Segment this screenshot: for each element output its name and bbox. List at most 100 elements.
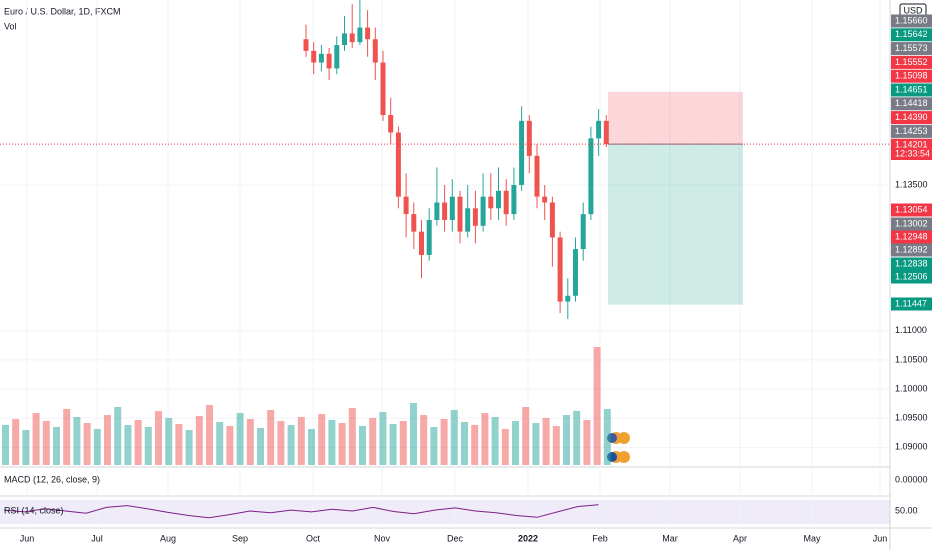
candle-body	[503, 190, 509, 215]
candle-body	[419, 231, 424, 255]
volume-bar	[155, 411, 162, 465]
price-label: 1.15098	[895, 71, 928, 81]
volume-bar	[481, 413, 489, 465]
price-label: 1.15642	[895, 29, 928, 39]
price-label-bg	[891, 124, 932, 138]
volume-bar	[63, 409, 71, 465]
time-label: Jun	[20, 533, 35, 543]
volume-bar	[461, 422, 468, 465]
countdown: 12:33:54	[895, 148, 930, 158]
price-label-bg	[891, 217, 932, 231]
volume-bar	[491, 417, 499, 465]
time-label: Oct	[306, 533, 321, 543]
macd-label: MACD (12, 26, close, 9)	[4, 474, 100, 484]
price-label: 1.14253	[895, 126, 928, 136]
candle-body	[511, 184, 517, 215]
volume-bar	[134, 420, 142, 465]
volume-bar	[379, 412, 387, 465]
target-zone	[608, 144, 743, 305]
volume-bar	[399, 421, 407, 465]
candle-body	[380, 62, 386, 116]
candle-body	[472, 208, 478, 226]
candle-body	[596, 120, 602, 139]
volume-bar	[185, 430, 193, 465]
price-label: 1.11447	[895, 298, 927, 308]
volume-bar	[114, 407, 122, 465]
candle-body	[557, 237, 563, 302]
volume-bar	[563, 415, 570, 465]
volume-bar	[369, 418, 377, 465]
price-label-bg	[891, 14, 932, 28]
volume-bar	[318, 414, 326, 465]
volume-bar	[348, 408, 356, 465]
price-tick-label: 1.09000	[895, 442, 928, 452]
volume-bar	[512, 421, 519, 465]
price-label-bg	[891, 257, 932, 271]
volume-bar	[420, 415, 428, 465]
candle-body	[318, 53, 324, 63]
price-label-bg	[891, 69, 932, 83]
candle-body	[465, 208, 471, 232]
candle-body	[388, 115, 394, 133]
candle-body	[534, 155, 540, 197]
currency[interactable]: USD	[903, 5, 923, 15]
volume-bar	[93, 429, 101, 465]
volume-bar	[430, 427, 438, 465]
price-label: 1.14418	[895, 98, 928, 108]
time-label: Jun	[873, 533, 888, 543]
volume-bar	[471, 425, 479, 465]
price-label: 1.14201	[895, 140, 928, 150]
volume-bar	[287, 425, 295, 465]
volume-bar	[532, 423, 540, 465]
volume-bar	[175, 424, 183, 465]
candle-body	[588, 138, 594, 215]
price-label: 1.15573	[895, 43, 928, 53]
volume-bar	[104, 415, 111, 465]
time-label: 2022	[518, 533, 538, 543]
volume-bar	[297, 417, 305, 465]
volume-bar	[226, 426, 234, 465]
candle-body	[372, 39, 378, 63]
time-label: Dec	[447, 533, 464, 543]
time-label: Jul	[91, 533, 103, 543]
price-label-bg	[891, 230, 932, 244]
candle-body	[326, 53, 332, 69]
volume-bar	[450, 410, 458, 465]
volume-bar	[603, 409, 611, 465]
candle-body	[311, 50, 317, 63]
candle-body	[434, 202, 440, 220]
volume-bar	[124, 425, 132, 465]
price-label: 1.12506	[895, 271, 928, 281]
volume-bar	[53, 427, 60, 465]
volume-bar	[206, 405, 213, 465]
price-label-bg	[891, 270, 932, 284]
candle-body	[349, 33, 355, 43]
rsi-band	[0, 500, 890, 524]
candle-body	[519, 120, 525, 185]
price-label-bg	[891, 297, 932, 311]
volume-bar	[522, 407, 530, 465]
volume-bar	[267, 410, 275, 465]
volume-label: Vol	[4, 21, 17, 31]
price-label: 1.14390	[895, 112, 928, 122]
candle-body	[603, 120, 609, 145]
volume-bar	[410, 403, 417, 465]
volume-bar	[2, 425, 9, 465]
candle-body	[580, 214, 586, 250]
volume-bar	[583, 420, 591, 465]
volume-bar	[236, 413, 244, 465]
rsi-mid: 50.00	[895, 505, 918, 515]
price-label: 1.13002	[895, 218, 928, 228]
volume-bar	[359, 426, 366, 465]
candle-body	[357, 27, 363, 43]
candle-body	[334, 45, 340, 69]
candle-body	[449, 196, 455, 220]
time-label: Nov	[374, 533, 391, 543]
volume-bar	[573, 411, 581, 465]
candle-body	[480, 196, 486, 226]
candle-body	[442, 202, 448, 220]
candle-body	[395, 132, 401, 197]
candle-body	[403, 196, 409, 215]
volume-bar	[552, 426, 560, 465]
